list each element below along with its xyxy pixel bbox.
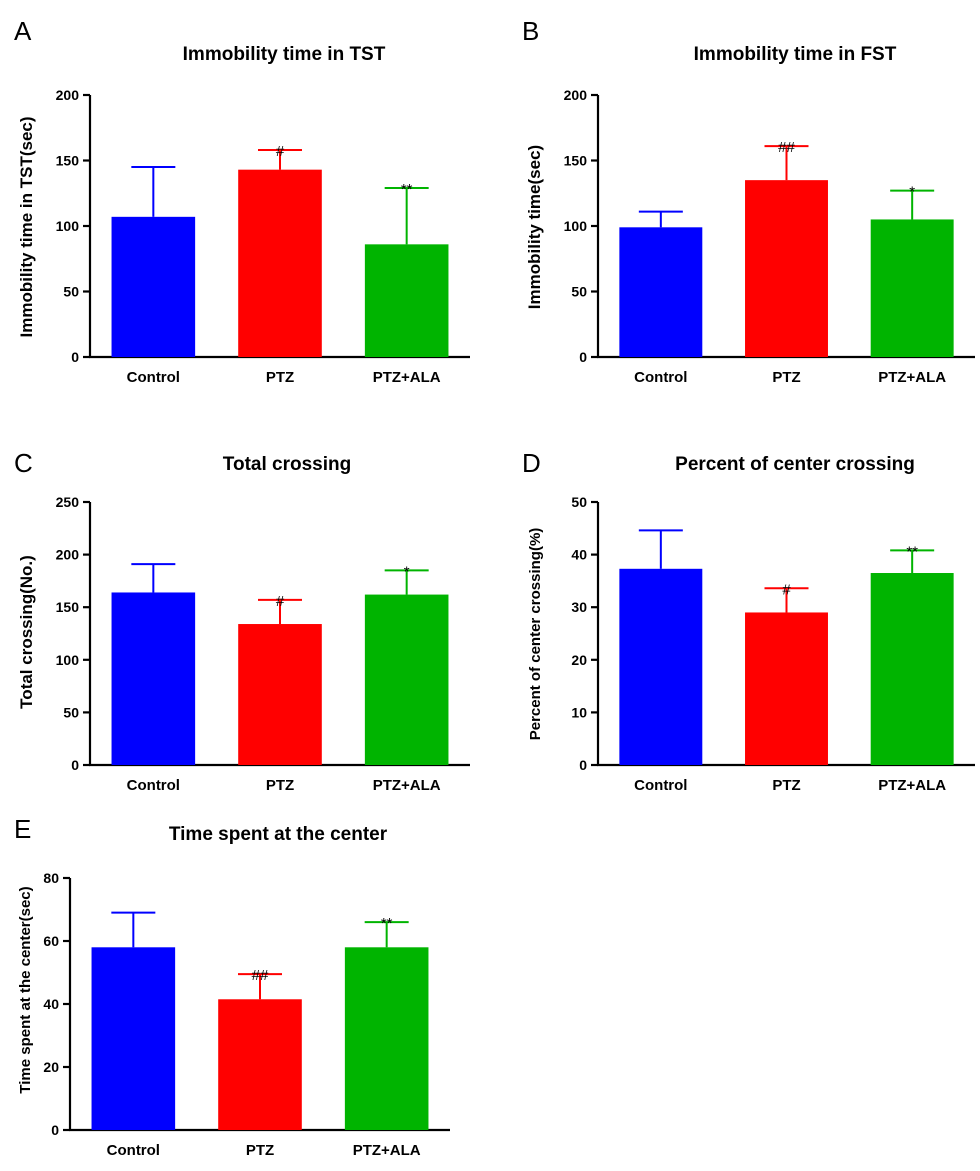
bar-c-0: [111, 592, 196, 765]
y-tick-label-d: 20: [571, 652, 587, 668]
y-tick-label-d: 0: [579, 757, 587, 773]
bar-a-0: [111, 216, 196, 357]
bar-b-1: [745, 180, 828, 357]
significance-label-c-2: *: [404, 563, 410, 580]
significance-label-e-1: ##: [252, 967, 269, 984]
y-axis-label-a: Immobility time in TST(sec): [17, 116, 36, 337]
chart-title-e: Time spent at the center: [169, 824, 388, 845]
y-axis-label-e: Time spent at the center(sec): [17, 886, 34, 1093]
significance-label-a-2: **: [401, 181, 413, 198]
category-label-b-0: Control: [634, 369, 687, 386]
panel-c: C Total crossing Total crossing(No.) 0 50…: [14, 448, 470, 794]
y-tick-label-b: 50: [571, 284, 587, 300]
panel-letter-d: D: [522, 448, 541, 478]
category-label-b-1: PTZ: [772, 369, 800, 386]
panel-a: A Immobility time in TST Immobility time…: [14, 16, 470, 386]
category-label-c-2: PTZ+ALA: [373, 777, 441, 794]
y-tick-label-b: 150: [564, 153, 588, 169]
category-label-a-2: PTZ+ALA: [373, 369, 441, 386]
y-tick-label-e: 60: [43, 933, 59, 949]
y-tick-label-a: 150: [56, 153, 80, 169]
chart-title-c: Total crossing: [223, 454, 351, 475]
y-tick-label-e: 80: [43, 870, 59, 886]
bar-c-1: [238, 624, 322, 765]
chart-title-b: Immobility time in FST: [694, 44, 897, 65]
plot-area-a: 0 50 100 150 200 Control PTZ # PTZ+ALA **: [56, 87, 470, 386]
bar-a-1: [238, 169, 322, 357]
bar-d-2: [870, 573, 954, 765]
significance-label-d-1: #: [782, 581, 791, 598]
category-label-e-1: PTZ: [246, 1142, 274, 1159]
category-label-d-2: PTZ+ALA: [878, 777, 946, 794]
significance-label-d-2: **: [906, 543, 918, 560]
plot-area-d: 0 10 20 30 40 50 Control PTZ # PTZ+ALA **: [571, 494, 975, 794]
significance-label-b-2: *: [909, 184, 915, 201]
category-label-c-0: Control: [127, 777, 180, 794]
panel-letter-e: E: [14, 814, 31, 844]
y-tick-label-c: 0: [71, 757, 79, 773]
y-tick-label-b: 200: [564, 87, 588, 103]
category-label-d-1: PTZ: [772, 777, 800, 794]
panel-letter-c: C: [14, 448, 33, 478]
y-tick-label-a: 100: [56, 218, 80, 234]
panel-letter-a: A: [14, 16, 32, 46]
bar-e-1: [218, 999, 302, 1130]
category-label-c-1: PTZ: [266, 777, 294, 794]
y-tick-label-a: 50: [63, 284, 79, 300]
bar-d-0: [619, 568, 703, 765]
y-tick-label-a: 200: [56, 87, 80, 103]
y-tick-label-a: 0: [71, 349, 79, 365]
y-axis-label-b: Immobility time(sec): [525, 145, 544, 309]
bar-d-1: [745, 612, 828, 765]
panel-d: D Percent of center crossing Percent of …: [522, 448, 975, 794]
category-label-d-0: Control: [634, 777, 687, 794]
chart-title-d: Percent of center crossing: [675, 454, 915, 475]
y-tick-label-d: 30: [571, 599, 587, 615]
y-axis-label-c: Total crossing(No.): [17, 555, 36, 709]
panel-b: B Immobility time in FST Immobility time…: [522, 16, 975, 386]
y-tick-label-c: 100: [56, 652, 80, 668]
plot-area-b: 0 50 100 150 200 Control PTZ ## PTZ+ALA *: [564, 87, 975, 386]
plot-area-c: 0 50 100 150 200 250 Control PTZ # PTZ+ALA *: [56, 494, 470, 794]
y-tick-label-c: 250: [56, 494, 80, 510]
category-label-e-0: Control: [107, 1142, 160, 1159]
category-label-a-0: Control: [127, 369, 180, 386]
category-label-b-2: PTZ+ALA: [878, 369, 946, 386]
bar-e-0: [91, 947, 176, 1130]
y-tick-label-d: 10: [571, 704, 587, 720]
category-label-a-1: PTZ: [266, 369, 294, 386]
panel-e: E Time spent at the center Time spent at…: [14, 814, 450, 1159]
y-tick-label-e: 0: [51, 1122, 59, 1138]
significance-label-c-1: #: [276, 593, 285, 610]
y-tick-label-d: 50: [571, 494, 587, 510]
y-tick-label-c: 200: [56, 547, 80, 563]
y-tick-label-d: 40: [571, 547, 587, 563]
category-label-e-2: PTZ+ALA: [353, 1142, 421, 1159]
bar-c-2: [364, 594, 449, 765]
bar-e-2: [344, 947, 429, 1130]
bar-b-0: [619, 227, 703, 357]
significance-label-b-1: ##: [778, 139, 795, 156]
panel-letter-b: B: [522, 16, 539, 46]
y-tick-label-e: 20: [43, 1059, 59, 1075]
chart-title-a: Immobility time in TST: [183, 44, 386, 65]
significance-label-a-1: #: [276, 143, 285, 160]
y-tick-label-c: 150: [56, 599, 80, 615]
bar-b-2: [870, 219, 954, 357]
bar-a-2: [364, 244, 449, 357]
y-axis-label-d: Percent of center crossing(%): [527, 528, 544, 741]
y-tick-label-b: 0: [579, 349, 587, 365]
y-tick-label-c: 50: [63, 704, 79, 720]
significance-label-e-2: **: [381, 915, 393, 932]
plot-area-e: 0 20 40 60 80 Control PTZ ## PTZ+ALA **: [43, 870, 450, 1159]
y-tick-label-b: 100: [564, 218, 588, 234]
y-tick-label-e: 40: [43, 996, 59, 1012]
